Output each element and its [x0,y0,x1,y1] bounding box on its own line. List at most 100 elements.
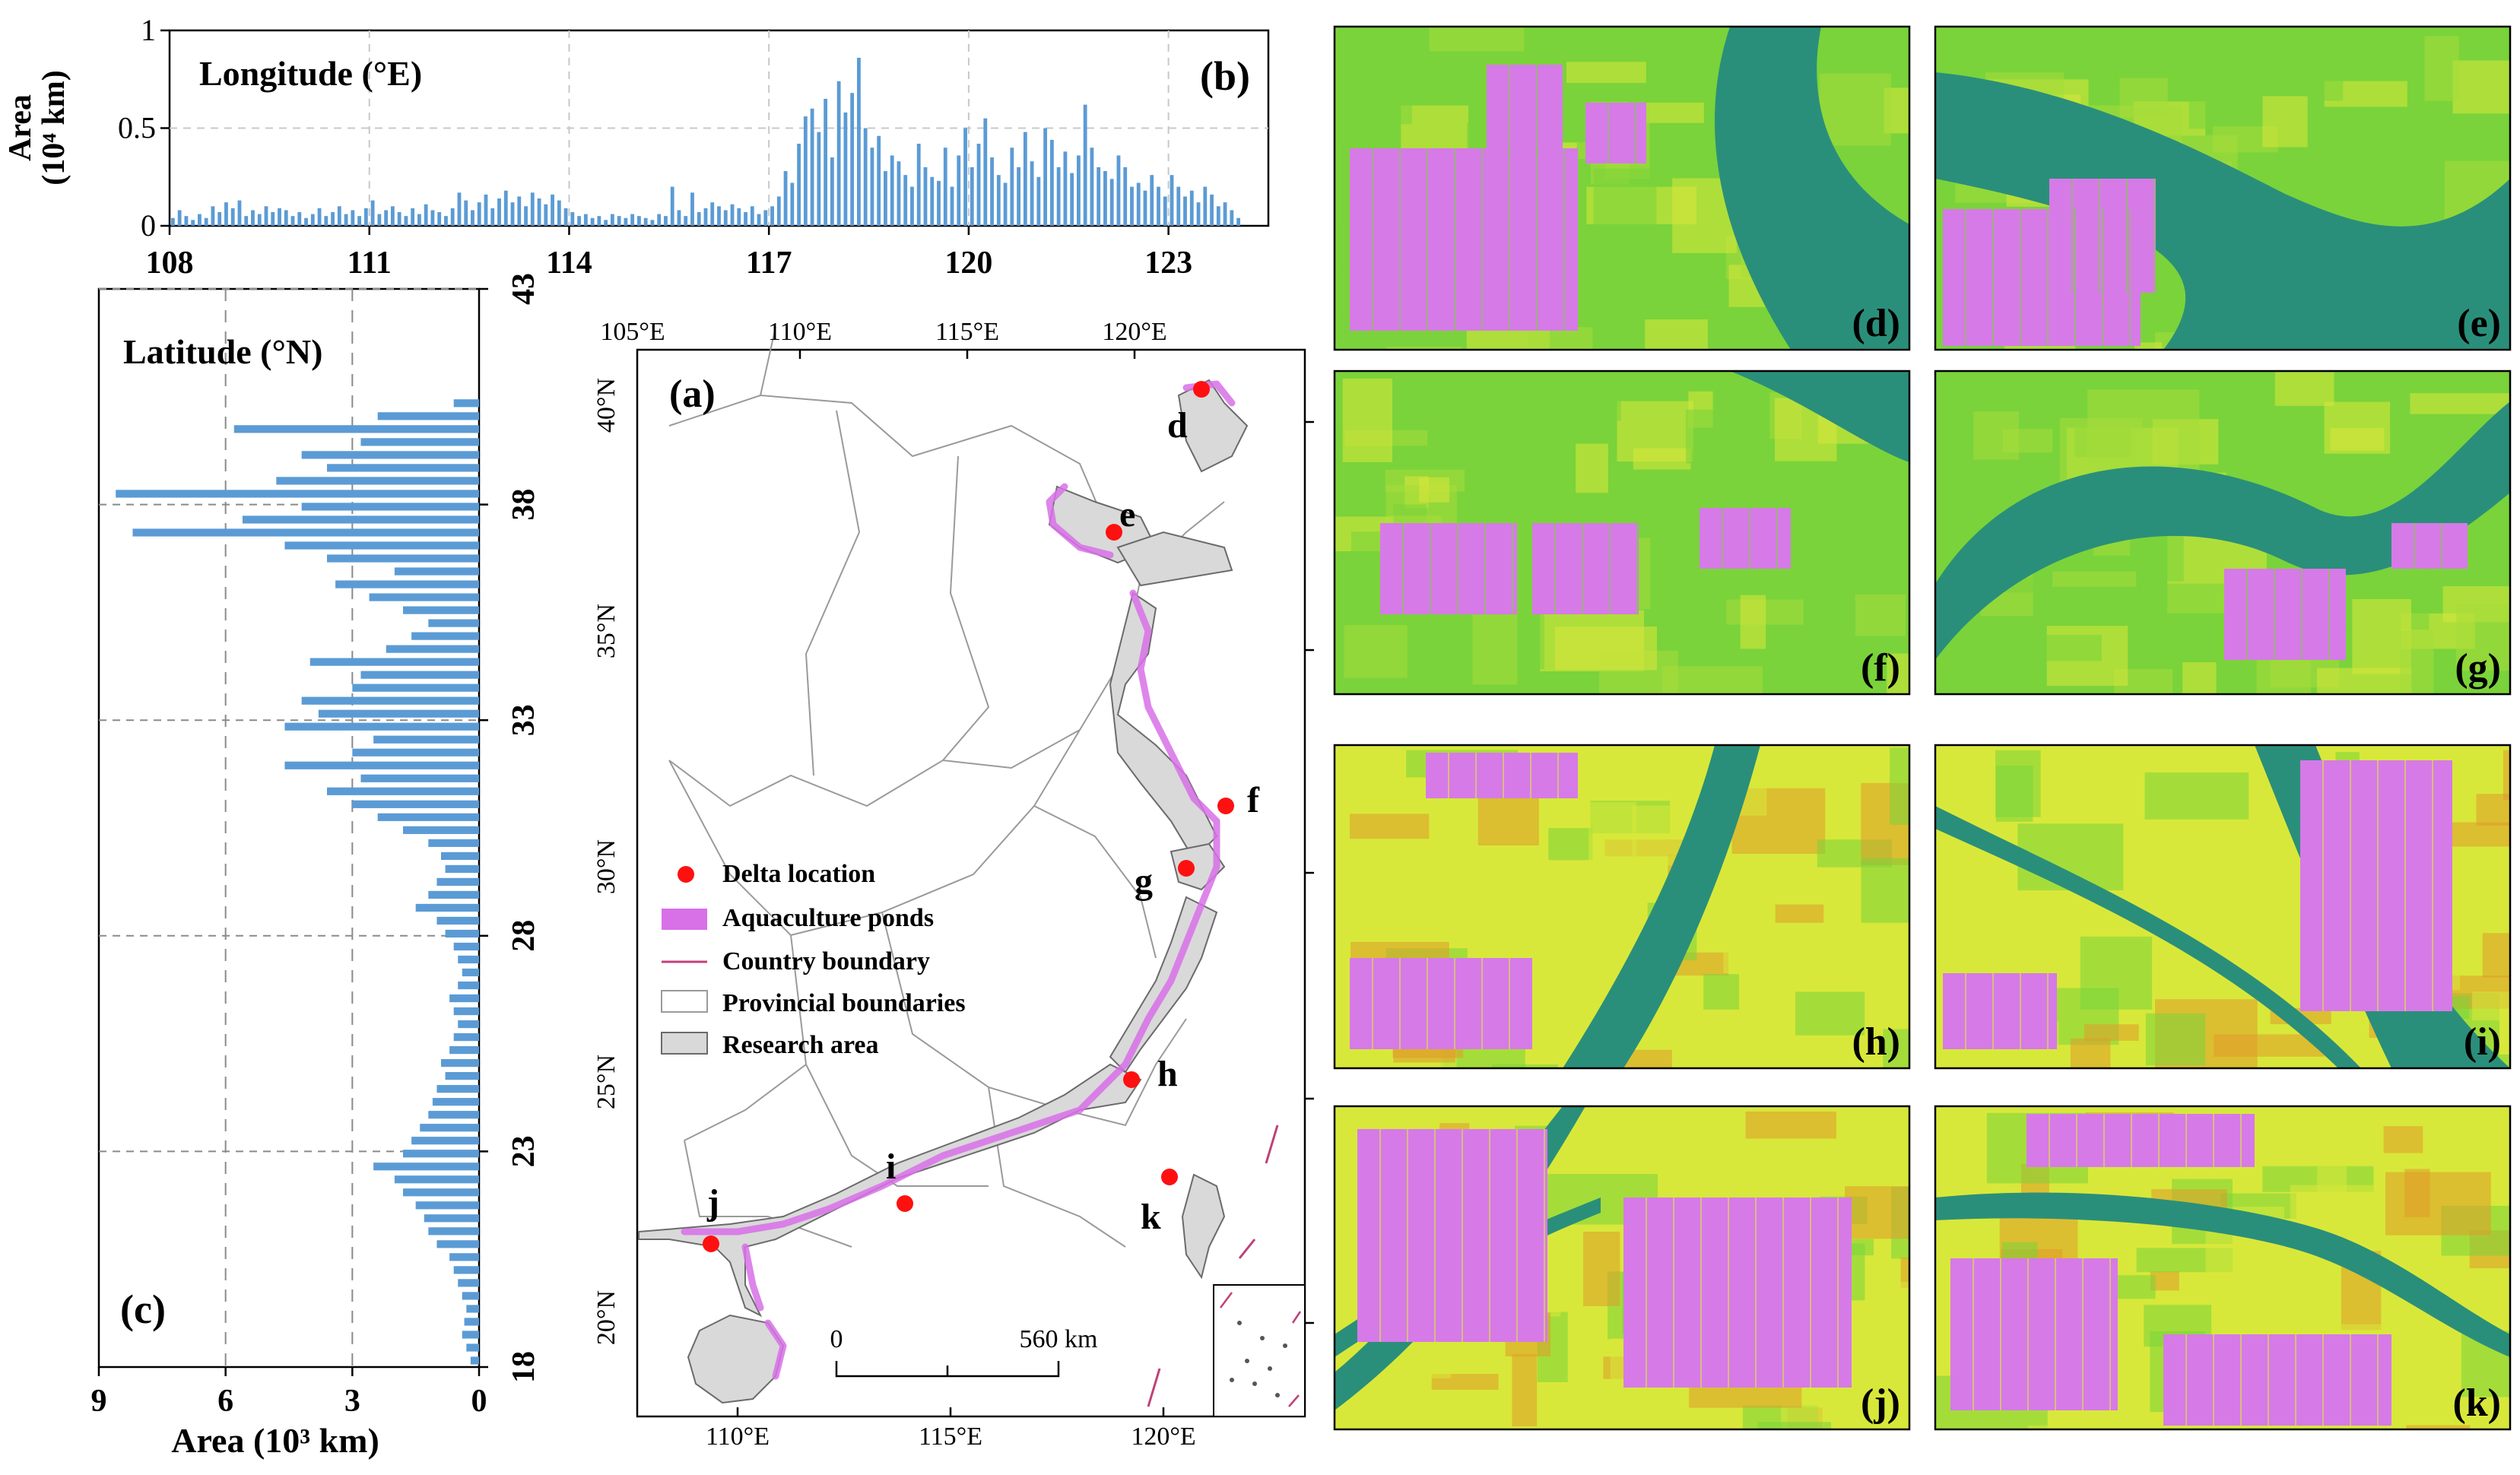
tile-e: (e) [1934,25,2512,351]
panel-c-ytick-label: 28 [506,920,541,952]
tile-label: (g) [2455,646,2501,690]
panel-b-xtick-label: 123 [1144,246,1192,281]
tile-texture [1512,1354,1538,1426]
tile-texture [1740,595,1766,649]
tile-texture [1576,443,1608,493]
panel-b-bar [1176,186,1181,226]
panel-c-bar [453,1266,479,1274]
map-lat-25: 25°N [592,1055,620,1109]
tile-texture [1662,666,1763,694]
panel-c-bar [445,864,479,873]
panel-c-label: (c) [120,1286,166,1332]
panel-b-bar [337,206,341,226]
panel-c-bar [360,438,479,446]
tile-texture [1757,1422,1832,1429]
panel-b-bar [331,212,335,226]
panel-b-bar [957,155,961,226]
panel-b-bar [870,148,874,226]
panel-b-bar [783,171,788,226]
panel-b-bar [604,220,608,226]
panel-c-bar [411,1137,479,1145]
panel-b-bar [237,200,242,226]
inset-islands [1230,1321,1287,1397]
tile-texture [1633,448,1691,470]
tile-pond [2300,760,2452,1011]
panel-b-bar [897,161,901,226]
panel-b-bar [963,128,967,226]
site-label-j: j [706,1182,719,1223]
site-marker-e [1106,524,1122,541]
panel-b-bar [910,186,914,226]
panel-b-bar [544,204,548,226]
tile-texture [2080,936,2153,1010]
panel-b-bar [317,208,322,226]
country-boundary [1147,1124,1279,1407]
panel-c-ytick-label: 43 [506,273,541,305]
legend-provincial-swatch [661,990,708,1013]
panel-b-bar [1036,176,1041,226]
panel-b-bar [790,182,795,226]
site-marker-h [1123,1071,1140,1088]
panel-b-bar [244,216,249,226]
panel-b-bar [411,208,415,226]
tile-texture [1795,991,1865,1036]
panel-b-bar [850,93,855,227]
panel-c-bar [445,1072,479,1080]
tile-texture [2244,922,2280,978]
panel-b-bar [1070,173,1074,226]
panel-b-title: Longitude (°E) [199,54,422,93]
panel-b-bar [204,217,208,226]
tile-frame [1333,370,1911,696]
tile-texture [2406,1425,2471,1429]
panel-b-bar [344,214,348,226]
tile-texture [1883,1029,1909,1068]
tile-texture [1566,62,1646,84]
panel-b-bar [637,216,641,226]
legend-country-boundary: Country boundary [722,947,930,975]
tile-label: (d) [1852,302,1900,345]
panel-c-bar [377,813,479,821]
tile-pond [1532,523,1639,614]
panel-b-bar [324,216,328,226]
panel-b-bar [583,214,588,226]
panel-b-bar [610,214,614,226]
tile-texture [1528,327,1593,350]
legend-aquaculture-ponds: Aquaculture ponds [722,904,934,932]
panel-b-bar [1077,155,1081,226]
tile-label: (k) [2452,1381,2501,1425]
panel-b-bar [824,98,828,226]
tile-water [1714,27,1909,350]
tile-texture [2182,662,2217,694]
panel-b-bar [650,220,655,226]
panel-b-bar [1230,210,1234,226]
tile-i: (i) [1934,744,2512,1070]
panel-c-bar [335,580,479,588]
tile-pond [1426,753,1578,798]
panel-b-bar [916,144,921,226]
tile-texture [2459,1106,2485,1137]
tile-frame [1934,370,2512,696]
panel-c-bars [116,399,479,1365]
panel-b-bar [1183,196,1187,226]
map-lon-110-top: 110°E [768,318,832,346]
scalebar-end: 560 km [1020,1325,1098,1353]
panel-c-bar [449,1046,479,1055]
panel-b-bar [503,190,508,226]
panel-b-bar [617,216,621,226]
panel-b-bar [377,214,382,226]
panel-b-bar [797,144,801,226]
panel-c-xtick-label: 0 [471,1384,487,1419]
panel-c-bar [284,722,479,731]
tile-texture [2472,991,2510,1021]
tile-water [1935,72,2510,350]
tile-frame [1934,1105,2512,1431]
panel-b-bar [1130,186,1134,226]
panel-b-xtick-label: 117 [746,246,792,281]
scalebar-start: 0 [830,1325,843,1353]
legend-provincial-boundaries: Provincial boundaries [722,989,966,1017]
panel-b-bar [1196,202,1201,226]
panel-c-bar [415,1201,479,1210]
panel-b-bar [563,208,568,226]
site-marker-f [1217,798,1234,814]
tile-texture [1664,561,1703,632]
